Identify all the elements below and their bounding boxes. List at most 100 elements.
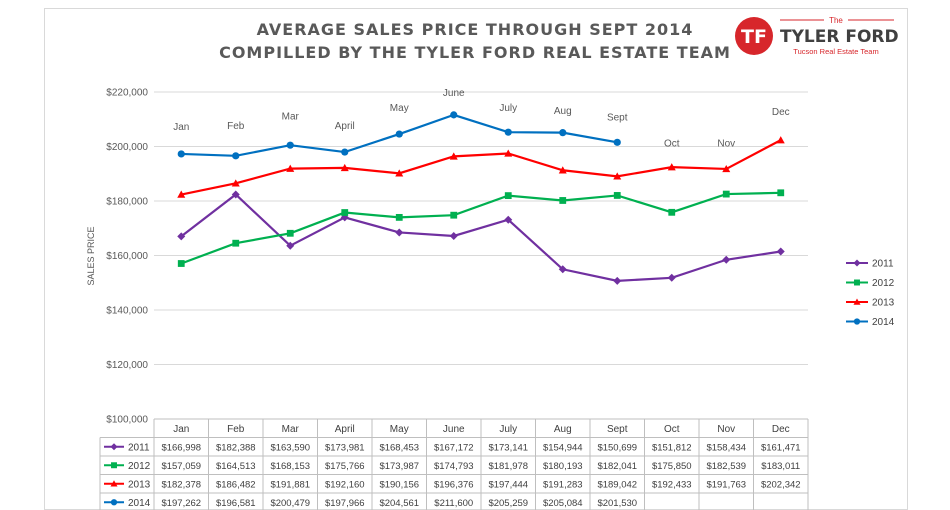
y-axis-label: SALES PRICE <box>86 226 96 285</box>
table-cell-value: $157,059 <box>161 461 201 472</box>
table-cell-value: $202,342 <box>761 480 801 491</box>
legend-label: 2012 <box>872 278 895 289</box>
data-point <box>177 232 186 241</box>
table-cell-value: $168,153 <box>270 461 310 472</box>
y-tick-label: $160,000 <box>106 251 148 262</box>
data-point <box>177 260 185 267</box>
x-tick-label: Mar <box>282 424 300 435</box>
month-annotation: Jan <box>173 122 189 133</box>
table-legend-marker <box>110 499 118 506</box>
x-tick-label: Dec <box>772 424 790 435</box>
table-cell-value: $182,378 <box>161 480 201 491</box>
table-cell-value: $191,763 <box>706 480 746 491</box>
table-cell-value: $173,141 <box>488 443 528 454</box>
month-annotation: Sept <box>607 113 628 124</box>
data-point <box>286 229 294 237</box>
data-point <box>449 231 458 240</box>
month-annotation: Feb <box>227 121 245 132</box>
data-point <box>450 111 458 119</box>
data-point <box>558 265 567 274</box>
table-cell-value: $164,513 <box>216 461 256 472</box>
legend-marker <box>853 318 861 325</box>
month-annotation: April <box>335 121 355 132</box>
data-point <box>613 276 622 285</box>
table-cell-value: $197,444 <box>488 480 528 491</box>
data-point <box>232 239 240 247</box>
logo-mark-circle <box>735 17 773 55</box>
month-annotation: July <box>499 103 517 114</box>
x-tick-label: April <box>335 424 355 435</box>
x-tick-label: Oct <box>664 424 680 435</box>
data-point <box>341 209 349 216</box>
table-cell-value: $174,793 <box>434 461 474 472</box>
table-cell-value: $182,539 <box>706 461 746 472</box>
data-point <box>449 152 458 160</box>
x-tick-label: July <box>499 424 517 435</box>
month-annotation: May <box>390 103 409 114</box>
month-annotation: Dec <box>772 107 790 118</box>
legend-marker <box>854 279 860 286</box>
table-cell-value: $197,966 <box>325 498 365 509</box>
table-cell-value: $201,530 <box>597 498 637 509</box>
table-cell-value: $190,156 <box>379 480 419 491</box>
data-point <box>667 163 676 171</box>
legend-marker <box>853 259 861 267</box>
data-point <box>504 215 513 224</box>
data-point <box>504 192 512 200</box>
table-cell-value: $175,850 <box>652 461 692 472</box>
table-cell-value: $189,042 <box>597 480 637 491</box>
data-point <box>286 241 295 250</box>
table-cell-value: $183,011 <box>761 461 800 472</box>
data-point <box>395 130 403 138</box>
table-legend-marker <box>111 462 117 469</box>
month-annotation: Nov <box>717 139 735 150</box>
data-point <box>395 213 403 221</box>
x-tick-label: Aug <box>554 424 572 435</box>
chart-title-line-2: COMPILLED BY THE TYLER FORD REAL ESTATE … <box>219 43 731 62</box>
table-cell-value: $197,262 <box>161 498 201 509</box>
logo-tagline: Tucson Real Estate Team <box>793 47 878 56</box>
month-annotation: Aug <box>554 106 572 117</box>
month-annotation: June <box>443 88 465 99</box>
data-point <box>613 138 621 146</box>
logo-brand: TYLER FORD <box>780 27 899 47</box>
table-cell-value: $166,998 <box>161 443 201 454</box>
y-tick-label: $140,000 <box>106 306 148 317</box>
x-tick-label: Jan <box>173 424 189 435</box>
series-line <box>180 191 781 265</box>
table-series-name: 2013 <box>128 480 151 491</box>
table-cell-value: $211,600 <box>434 498 473 509</box>
data-point <box>668 208 676 216</box>
data-point <box>558 166 567 174</box>
y-tick-label: $120,000 <box>106 360 148 371</box>
data-point <box>776 247 785 256</box>
legend-marker <box>853 298 861 305</box>
data-point <box>231 179 240 187</box>
x-tick-label: Feb <box>227 424 245 435</box>
data-point <box>450 211 458 219</box>
logo-mark-text: TF <box>741 26 767 48</box>
data-point <box>177 190 186 198</box>
table-cell-value: $150,699 <box>597 443 637 454</box>
x-tick-label: Nov <box>717 424 735 435</box>
data-point <box>395 169 404 177</box>
data-point <box>776 136 785 144</box>
table-legend-marker <box>110 443 118 451</box>
data-point <box>340 163 349 172</box>
table-cell-value: $163,590 <box>270 443 310 454</box>
table-cell-value: $196,376 <box>434 480 474 491</box>
logo-small-text: The <box>829 16 843 25</box>
table-cell-value: $175,766 <box>325 461 365 472</box>
data-point <box>395 228 404 237</box>
legend-label: 2014 <box>872 317 895 328</box>
legend-label: 2013 <box>872 298 895 309</box>
data-point <box>722 190 730 198</box>
table-cell-value: $182,388 <box>216 443 256 454</box>
table-cell-value: $191,283 <box>543 480 583 491</box>
table-cell-value: $204,561 <box>379 498 419 509</box>
chart-title-line-1: AVERAGE SALES PRICE THROUGH SEPT 2014 <box>256 20 694 39</box>
x-tick-label: May <box>390 424 409 435</box>
data-point <box>232 152 240 160</box>
table-cell-value: $161,471 <box>761 443 801 454</box>
table-legend-marker <box>110 480 118 487</box>
